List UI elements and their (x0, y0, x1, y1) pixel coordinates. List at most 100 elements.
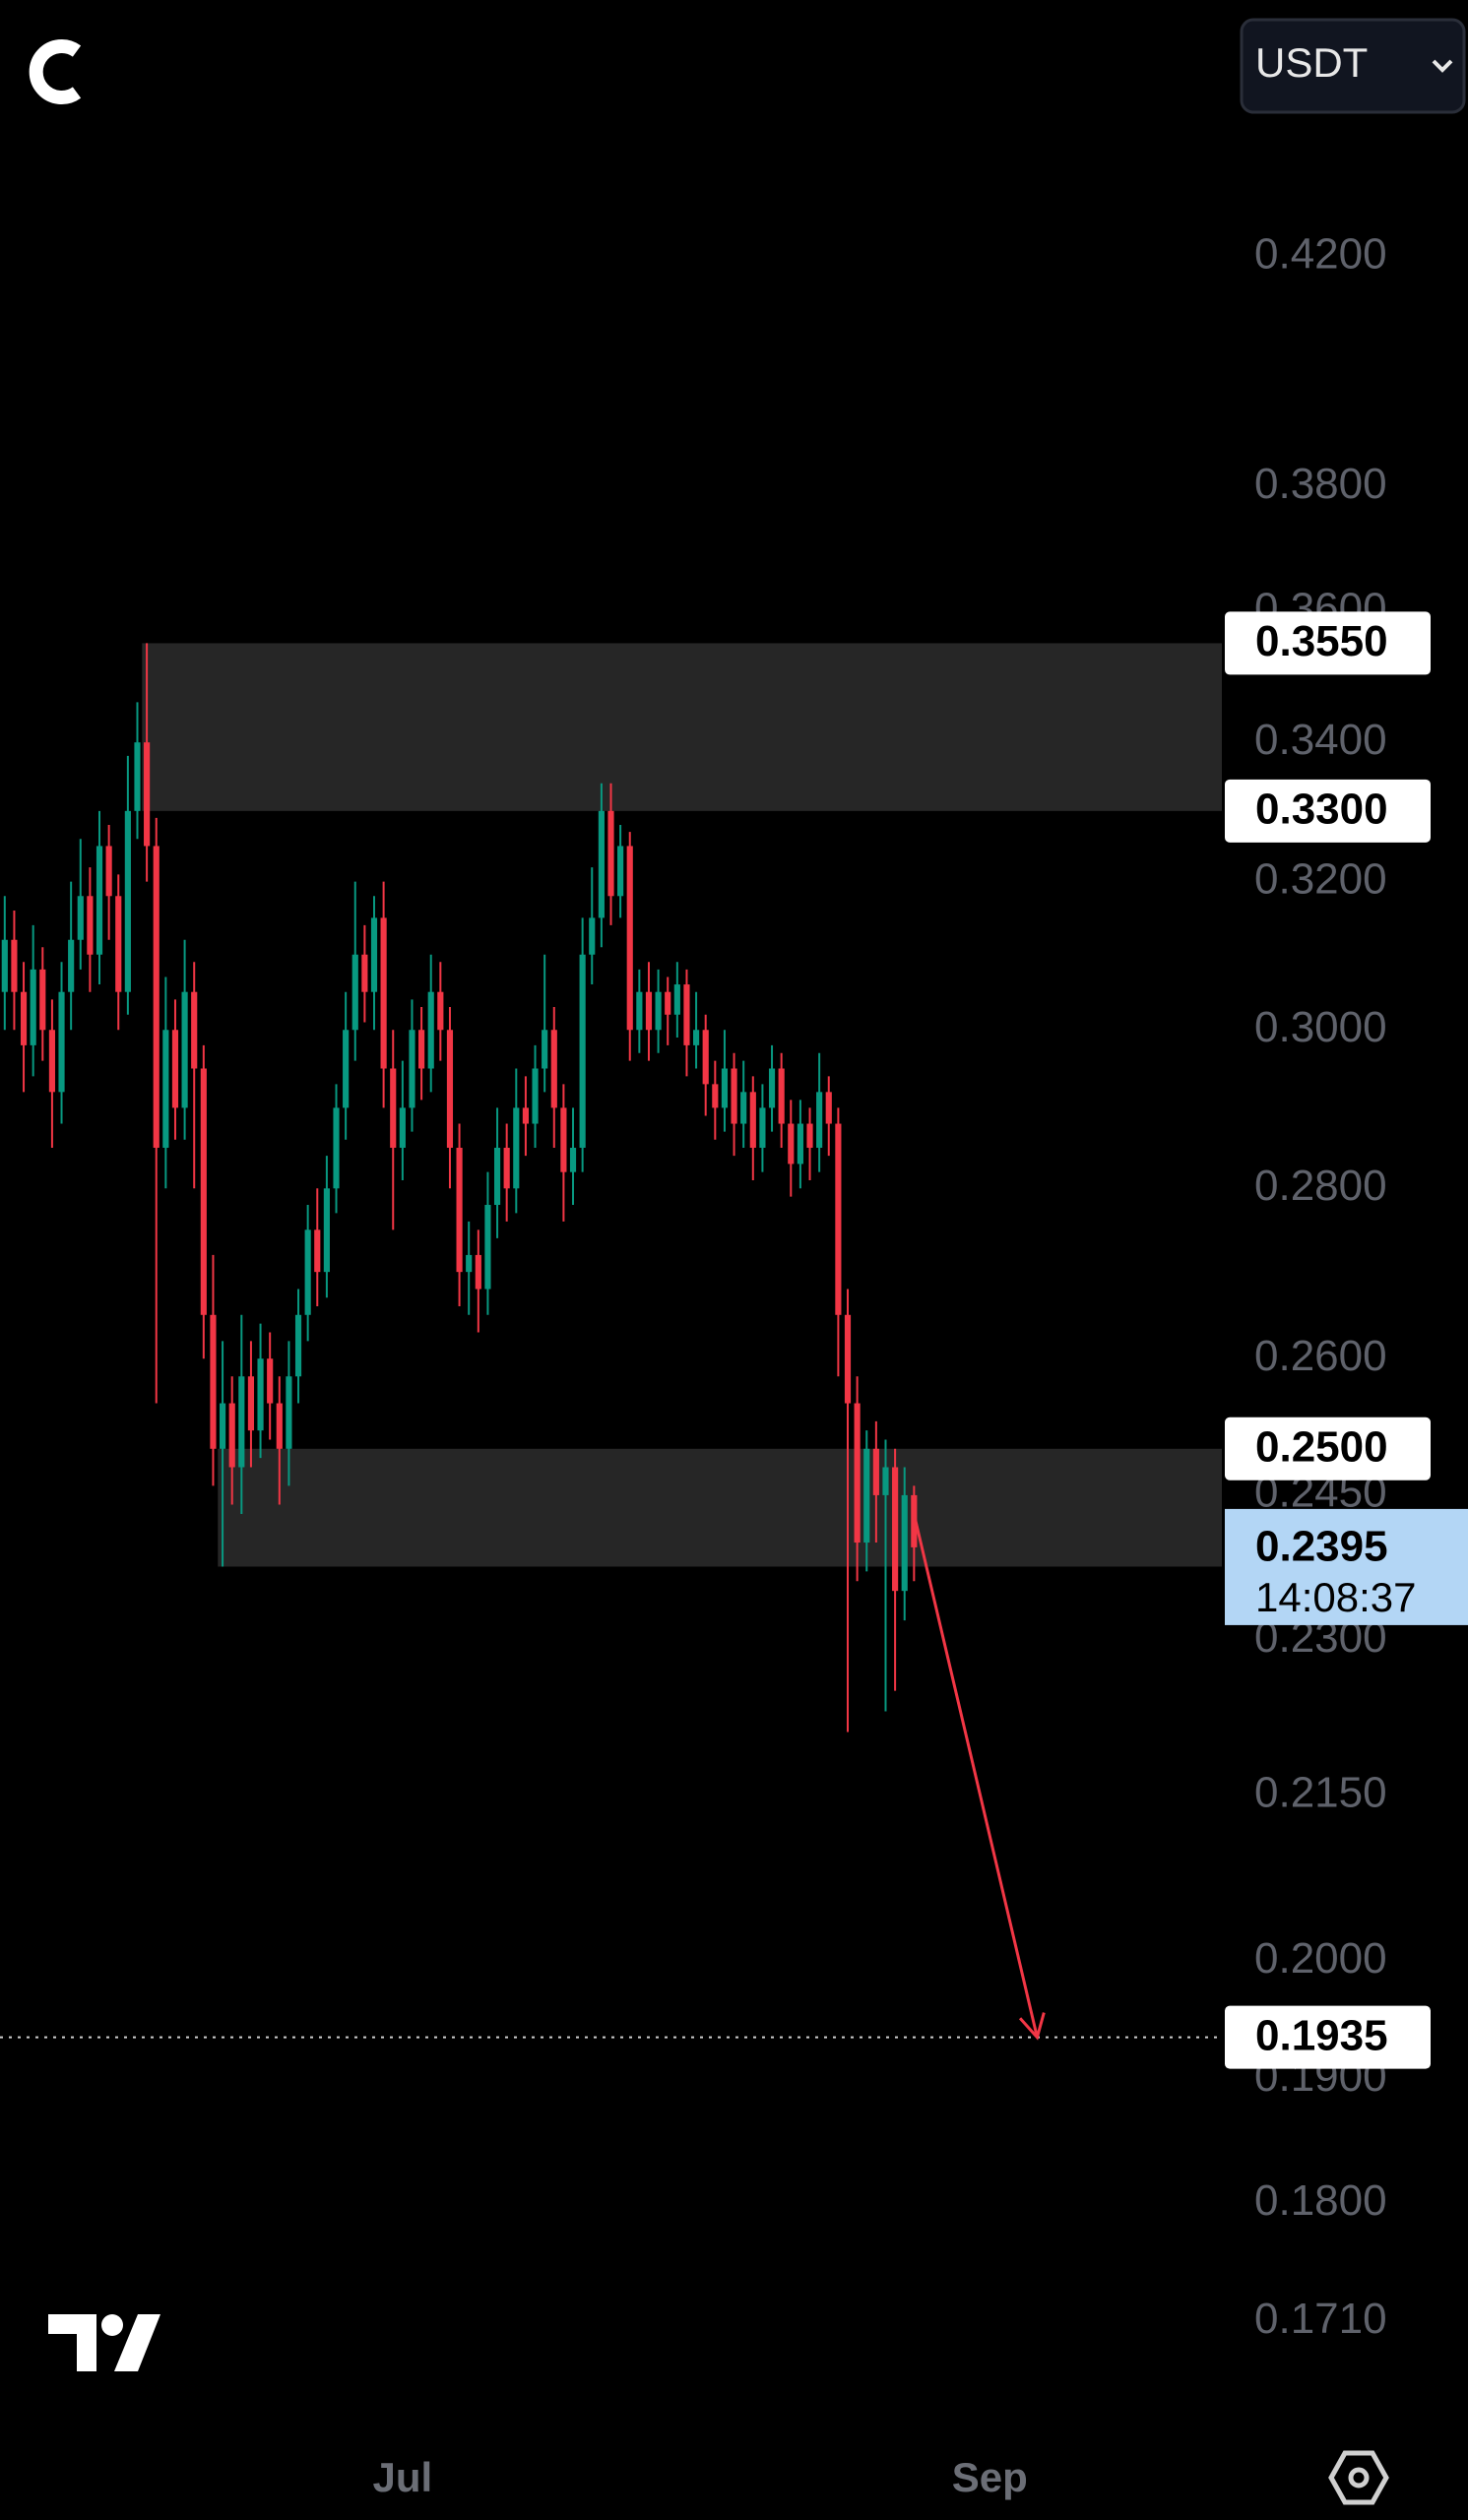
candle-body (304, 1229, 311, 1315)
candle-body (418, 1030, 425, 1069)
candle-body (731, 1068, 737, 1124)
candle-body (437, 991, 444, 1031)
candle-body (191, 991, 198, 1069)
candle-body (162, 1030, 169, 1148)
candle-body (210, 1314, 217, 1449)
candle-body (1, 939, 8, 992)
candle-body (901, 1494, 908, 1592)
tv-logo (48, 2314, 160, 2371)
candle-body (607, 810, 614, 897)
y-tick-label: 0.3000 (1254, 1003, 1387, 1051)
candle-body (778, 1068, 785, 1124)
current-price-text: 0.2395 (1255, 1523, 1388, 1571)
y-tick-label: 0.2150 (1254, 1768, 1387, 1816)
candle-body (665, 991, 671, 1015)
y-tick-label: 0.3400 (1254, 716, 1387, 764)
tv-logo-part (48, 2314, 96, 2371)
candle-body (11, 939, 18, 992)
candle-body (370, 917, 378, 992)
candle-body (503, 1147, 510, 1189)
candle-body (134, 742, 141, 811)
candle-body (58, 991, 65, 1093)
candle-body (835, 1123, 842, 1315)
candle-body (30, 969, 36, 1045)
x-tick-label: Jul (373, 2454, 433, 2500)
y-tick-label: 0.3200 (1254, 854, 1387, 903)
candle-body (39, 969, 46, 1031)
settings-button[interactable] (1328, 2450, 1389, 2505)
candle-body (693, 1030, 700, 1045)
candle-body (77, 896, 84, 940)
candle-body (513, 1107, 520, 1189)
tv-logo-part (114, 2314, 160, 2371)
settings-icon[interactable] (1328, 2450, 1389, 2505)
logo-shape (29, 39, 82, 104)
candle-body (96, 846, 103, 955)
candle-body (446, 1030, 454, 1148)
candle-body (333, 1107, 340, 1189)
y-tick-label: 0.2800 (1254, 1162, 1387, 1210)
candle-body (522, 1107, 529, 1124)
candle-body (314, 1229, 321, 1273)
candle-body (673, 984, 680, 1015)
candle-body (427, 991, 434, 1069)
candle-body (267, 1358, 274, 1404)
y-tick-label: 0.3800 (1254, 460, 1387, 508)
candle-body (399, 1107, 406, 1148)
candle-body (257, 1358, 264, 1431)
price-label-text: 0.3550 (1255, 617, 1388, 665)
arrow-line (912, 1513, 1039, 2038)
candle-body (181, 991, 188, 1108)
candle-body (617, 846, 624, 897)
current-price-box (1225, 1508, 1468, 1625)
price-axis: 0.42000.38000.36000.34000.32000.30000.28… (373, 230, 1387, 2500)
candle-body (493, 1147, 501, 1206)
candle-body (788, 1123, 795, 1165)
candle-body (749, 1092, 756, 1148)
candle-body (276, 1403, 283, 1449)
currency-selector[interactable]: USDT (1240, 18, 1466, 114)
candle-body (247, 1376, 255, 1431)
candle-body (560, 1107, 567, 1172)
candle-body (238, 1376, 245, 1468)
candle-body (475, 1254, 481, 1290)
logo (29, 39, 82, 104)
candle-body (579, 954, 586, 1148)
zone (142, 643, 1222, 811)
candle-body (854, 1403, 861, 1544)
candle-body (863, 1448, 870, 1544)
candle-body (294, 1314, 302, 1377)
candle-body (589, 917, 596, 955)
candle-body (550, 1030, 557, 1108)
candle-body (228, 1403, 235, 1468)
candle-body (569, 1147, 577, 1172)
selector-box[interactable] (1240, 18, 1466, 114)
candle-body (286, 1376, 292, 1449)
candle-body (598, 810, 605, 918)
candle-body (124, 810, 131, 992)
candle-body (219, 1403, 226, 1449)
y-tick-label: 0.4200 (1254, 230, 1387, 279)
candle-body (844, 1314, 852, 1404)
settings-icon-center (1348, 2467, 1370, 2488)
candle-body (542, 1030, 548, 1069)
y-tick-label: 0.1800 (1254, 2176, 1387, 2225)
candle-body (115, 896, 122, 992)
candle-body (153, 846, 160, 1148)
candle-body (768, 1068, 776, 1108)
currency-label[interactable]: USDT (1255, 39, 1368, 86)
candle-body (721, 1068, 729, 1108)
candle-body (380, 917, 387, 1069)
candle-body (361, 954, 368, 992)
price-label-box (1225, 1417, 1431, 1480)
candle-body (68, 939, 75, 992)
arrow-head (1018, 2012, 1046, 2041)
candle-body (712, 1084, 719, 1108)
candle-body (797, 1123, 803, 1165)
candle-body (532, 1068, 539, 1124)
tv-logo-part (101, 2314, 123, 2336)
candle-body (171, 1030, 179, 1108)
candle-body (882, 1467, 889, 1495)
